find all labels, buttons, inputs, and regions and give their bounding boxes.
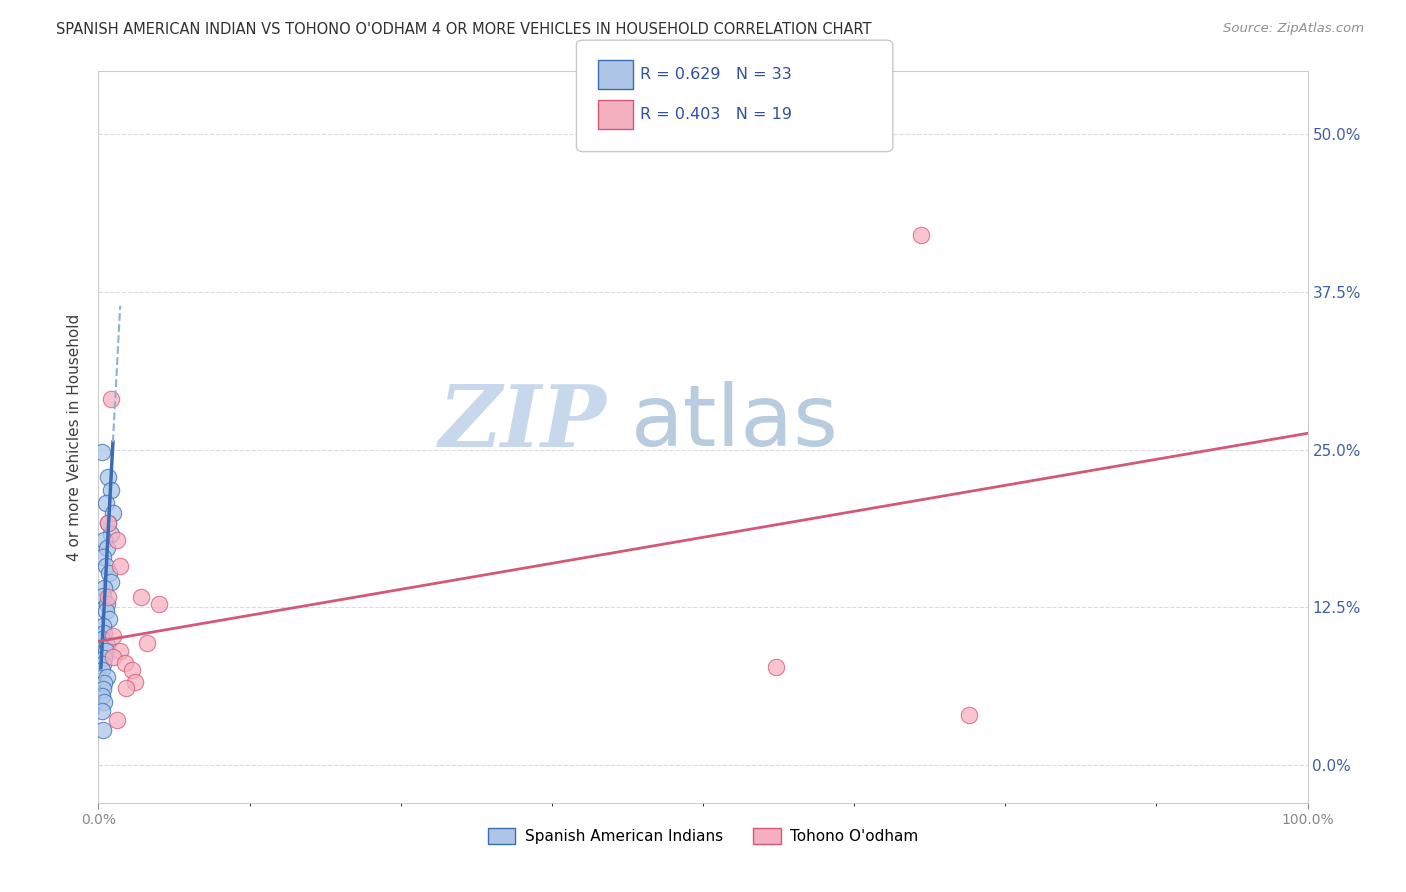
Point: [91, 619, 114, 633]
Point: [114, 656, 136, 670]
Point: [135, 635, 157, 649]
Y-axis label: 4 or more Vehicles in Household: 4 or more Vehicles in Household: [67, 313, 83, 561]
Point: [105, 533, 128, 548]
Point: [108, 644, 131, 658]
Point: [96, 670, 118, 684]
Text: Source: ZipAtlas.com: Source: ZipAtlas.com: [1223, 22, 1364, 36]
Text: atlas: atlas: [630, 381, 838, 464]
Point: [93, 695, 115, 709]
Point: [91, 682, 114, 697]
Point: [100, 575, 122, 590]
Point: [101, 629, 124, 643]
Point: [91, 664, 114, 678]
Point: [91, 549, 114, 564]
Point: [91, 589, 114, 603]
Point: [91, 632, 114, 646]
Text: R = 0.629   N = 33: R = 0.629 N = 33: [640, 67, 792, 81]
Point: [121, 664, 143, 678]
Point: [100, 392, 122, 407]
Point: [98, 612, 121, 626]
Point: [91, 704, 114, 718]
Point: [94, 496, 117, 510]
Point: [148, 597, 170, 611]
Text: ZIP: ZIP: [439, 381, 606, 464]
Point: [93, 625, 115, 640]
Point: [93, 650, 115, 665]
Point: [105, 713, 128, 727]
Text: SPANISH AMERICAN INDIAN VS TOHONO O'ODHAM 4 OR MORE VEHICLES IN HOUSEHOLD CORREL: SPANISH AMERICAN INDIAN VS TOHONO O'ODHA…: [56, 22, 872, 37]
Point: [910, 228, 932, 243]
Point: [97, 470, 120, 484]
Text: R = 0.403   N = 19: R = 0.403 N = 19: [640, 107, 792, 121]
Point: [96, 541, 118, 555]
Point: [97, 591, 120, 605]
Point: [108, 558, 131, 573]
Point: [100, 527, 122, 541]
Point: [91, 689, 114, 703]
Point: [96, 638, 118, 652]
Point: [94, 644, 117, 658]
Point: [765, 659, 787, 673]
Point: [94, 604, 117, 618]
Point: [98, 566, 121, 581]
Point: [957, 707, 980, 722]
Point: [115, 681, 138, 695]
Point: [100, 483, 122, 497]
Point: [91, 445, 114, 459]
Point: [94, 558, 117, 573]
Point: [129, 591, 152, 605]
Point: [124, 674, 146, 689]
Point: [96, 597, 118, 611]
Point: [101, 649, 124, 664]
Point: [101, 506, 124, 520]
Point: [97, 516, 120, 530]
Point: [91, 723, 114, 737]
Point: [93, 582, 115, 596]
Point: [91, 657, 114, 671]
Point: [97, 516, 120, 530]
Point: [93, 533, 115, 548]
Point: [93, 676, 115, 690]
Legend: Spanish American Indians, Tohono O'odham: Spanish American Indians, Tohono O'odham: [482, 822, 924, 850]
